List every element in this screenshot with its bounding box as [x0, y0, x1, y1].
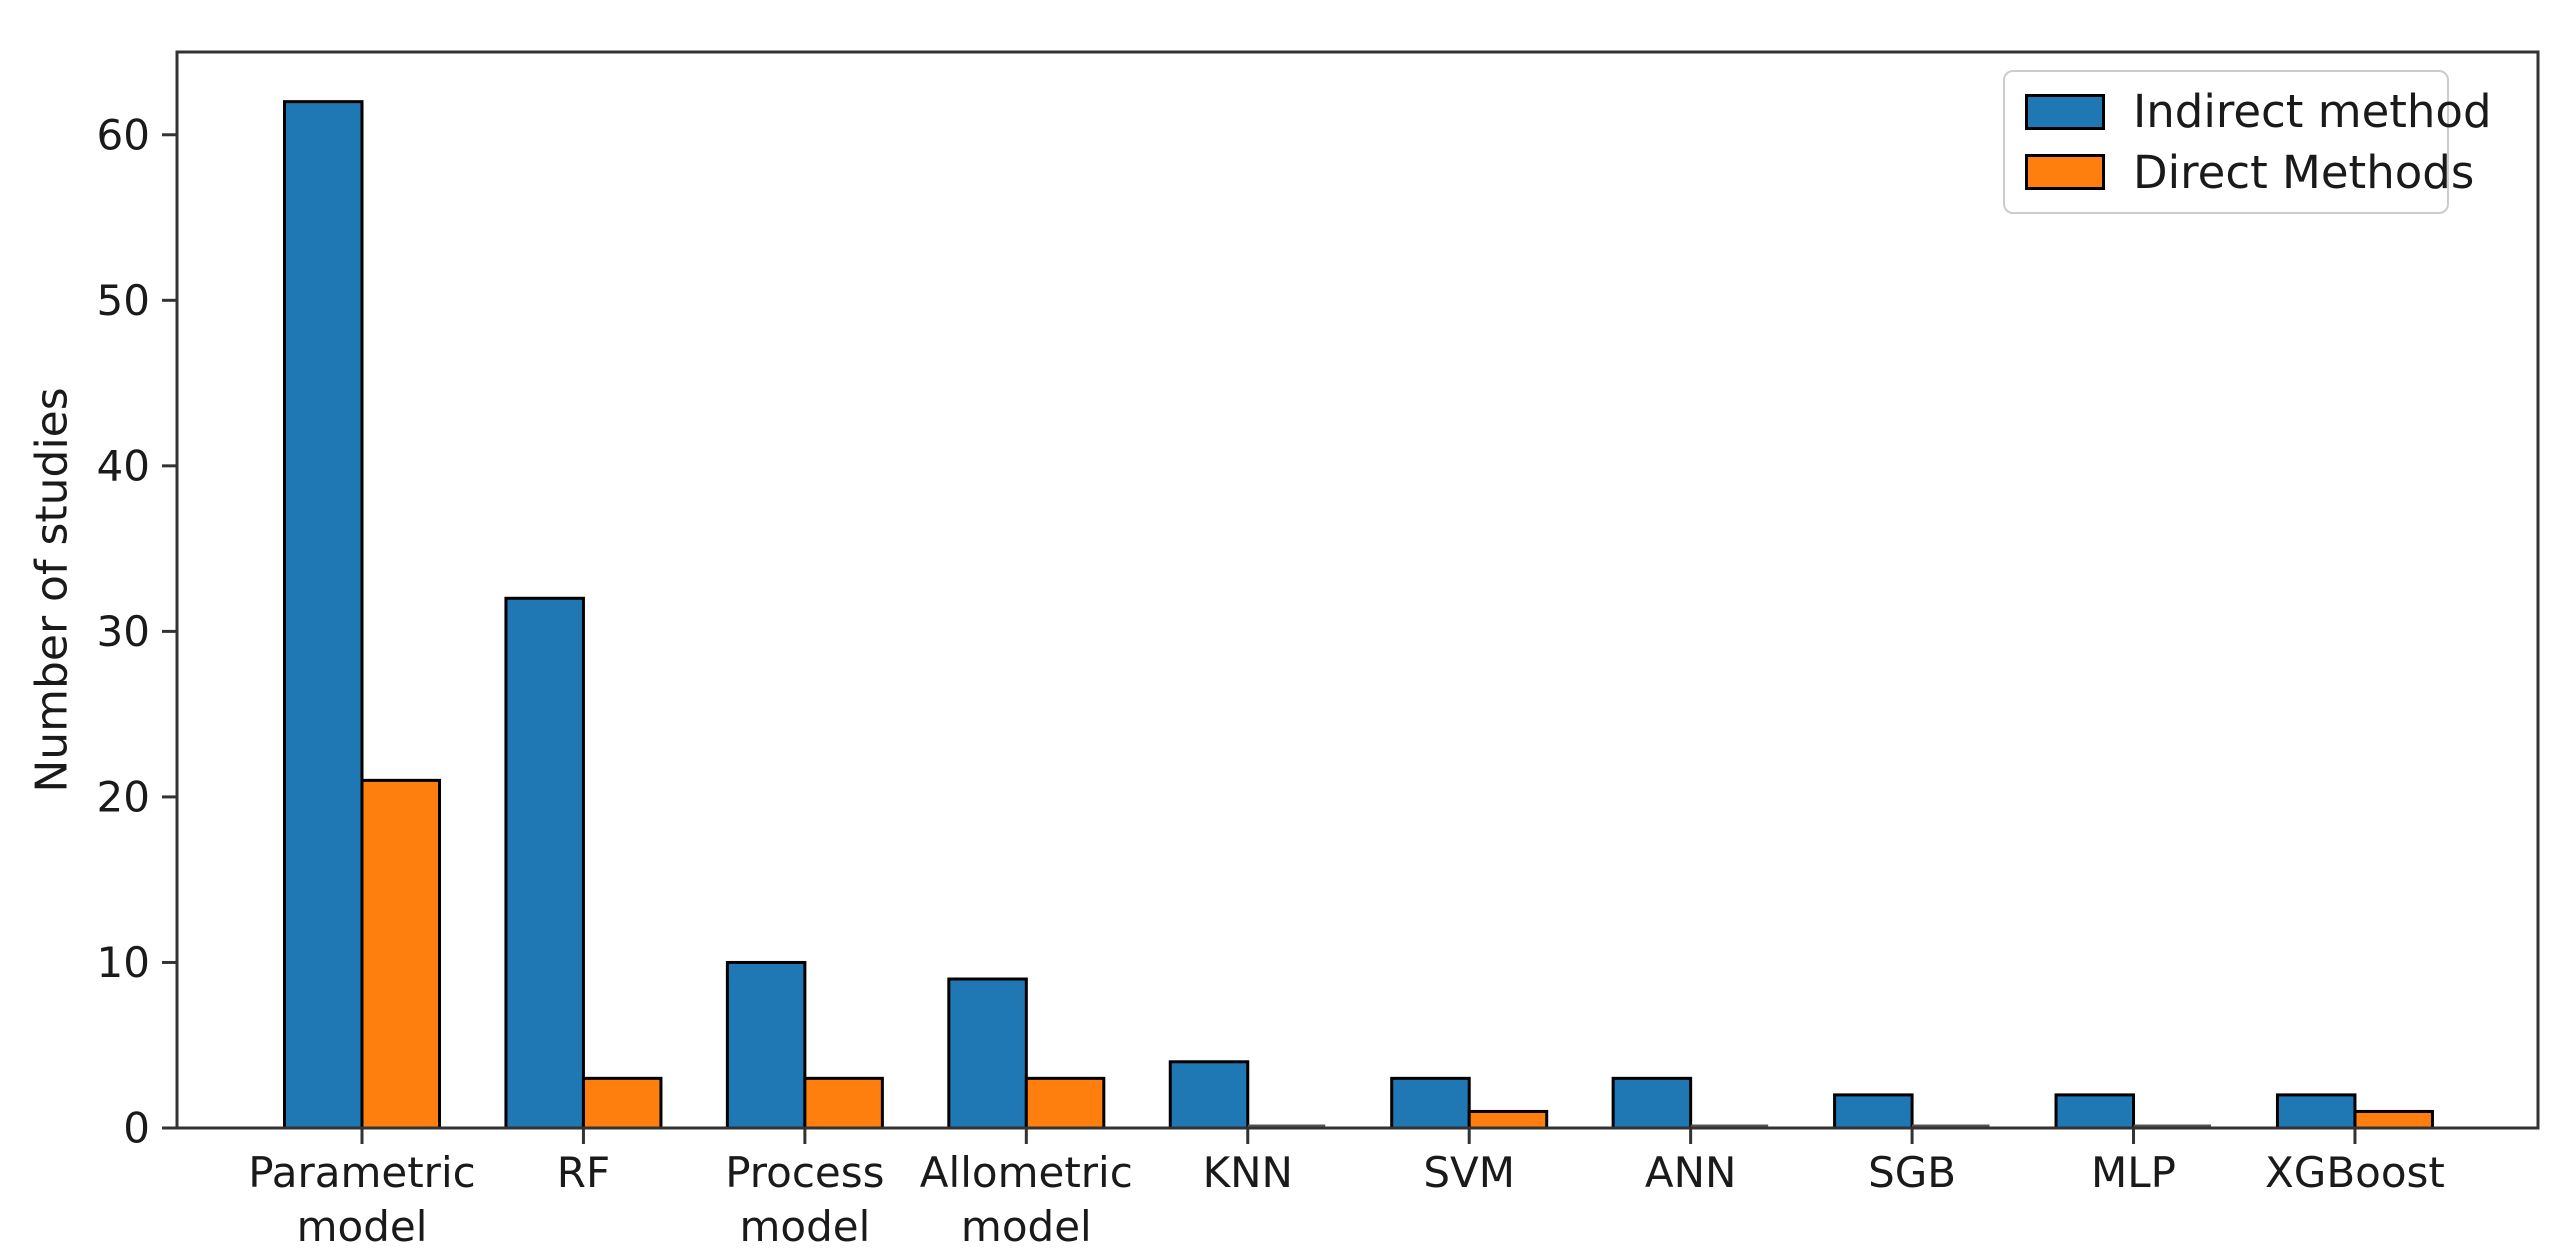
x-tick-label: Allometric model: [920, 1148, 1133, 1251]
y-tick-label: 0: [123, 1104, 150, 1153]
bar-indirect-method-xgboost: [2275, 1093, 2357, 1130]
bar-direct-methods-xgboost: [2353, 1109, 2434, 1130]
bar-indirect-method-sgb: [1833, 1093, 1914, 1130]
y-tick-label: 50: [97, 276, 150, 325]
x-tick-label: ANN: [1645, 1148, 1737, 1197]
y-tick-label: 10: [97, 938, 150, 987]
bar-indirect-method-rf: [504, 596, 585, 1130]
bar-indirect-method-allometric-model: [947, 977, 1028, 1130]
x-tick-label: MLP: [2091, 1148, 2176, 1197]
plot-frame: [175, 50, 2540, 1130]
legend-label-indirect: Indirect method: [2133, 85, 2492, 139]
bar-direct-methods-allometric-model: [1024, 1076, 1106, 1130]
y-tick-label: 20: [97, 772, 150, 821]
y-tick-label: 40: [97, 441, 150, 490]
legend-swatch-direct-icon: [2025, 154, 2105, 191]
legend-label-direct: Direct Methods: [2133, 145, 2475, 199]
bar-indirect-method-parametric-model: [283, 100, 364, 1130]
legend-swatch-indirect-icon: [2025, 93, 2105, 130]
x-tick-label: Parametric model: [248, 1148, 475, 1251]
y-axis-label: Number of studies: [26, 387, 78, 793]
legend: Indirect method Direct Methods: [2003, 70, 2492, 214]
x-tick-label: KNN: [1203, 1148, 1293, 1197]
bar-direct-methods-svm: [1467, 1109, 1549, 1130]
x-tick-label: RF: [557, 1148, 610, 1197]
y-tick-label: 60: [97, 110, 150, 159]
bar-direct-methods-parametric-model: [360, 778, 441, 1130]
bar-direct-methods-rf: [581, 1076, 663, 1130]
bar-indirect-method-process-model: [725, 960, 807, 1130]
bar-indirect-method-knn: [1168, 1060, 1250, 1130]
x-tick-label: XGBoost: [2265, 1148, 2445, 1197]
x-tick-label: Process model: [725, 1148, 884, 1251]
bar-indirect-method-mlp: [2054, 1093, 2136, 1130]
bar-indirect-method-ann: [1611, 1076, 1693, 1130]
x-tick-label: SGB: [1868, 1148, 1956, 1197]
y-tick-label: 30: [97, 607, 150, 656]
bar-indirect-method-svm: [1390, 1076, 1471, 1130]
bar-direct-methods-process-model: [803, 1076, 884, 1130]
legend-item-indirect: Indirect method: [2025, 85, 2492, 138]
legend-item-direct: Direct Methods: [2025, 146, 2474, 199]
x-tick-label: SVM: [1423, 1148, 1515, 1197]
